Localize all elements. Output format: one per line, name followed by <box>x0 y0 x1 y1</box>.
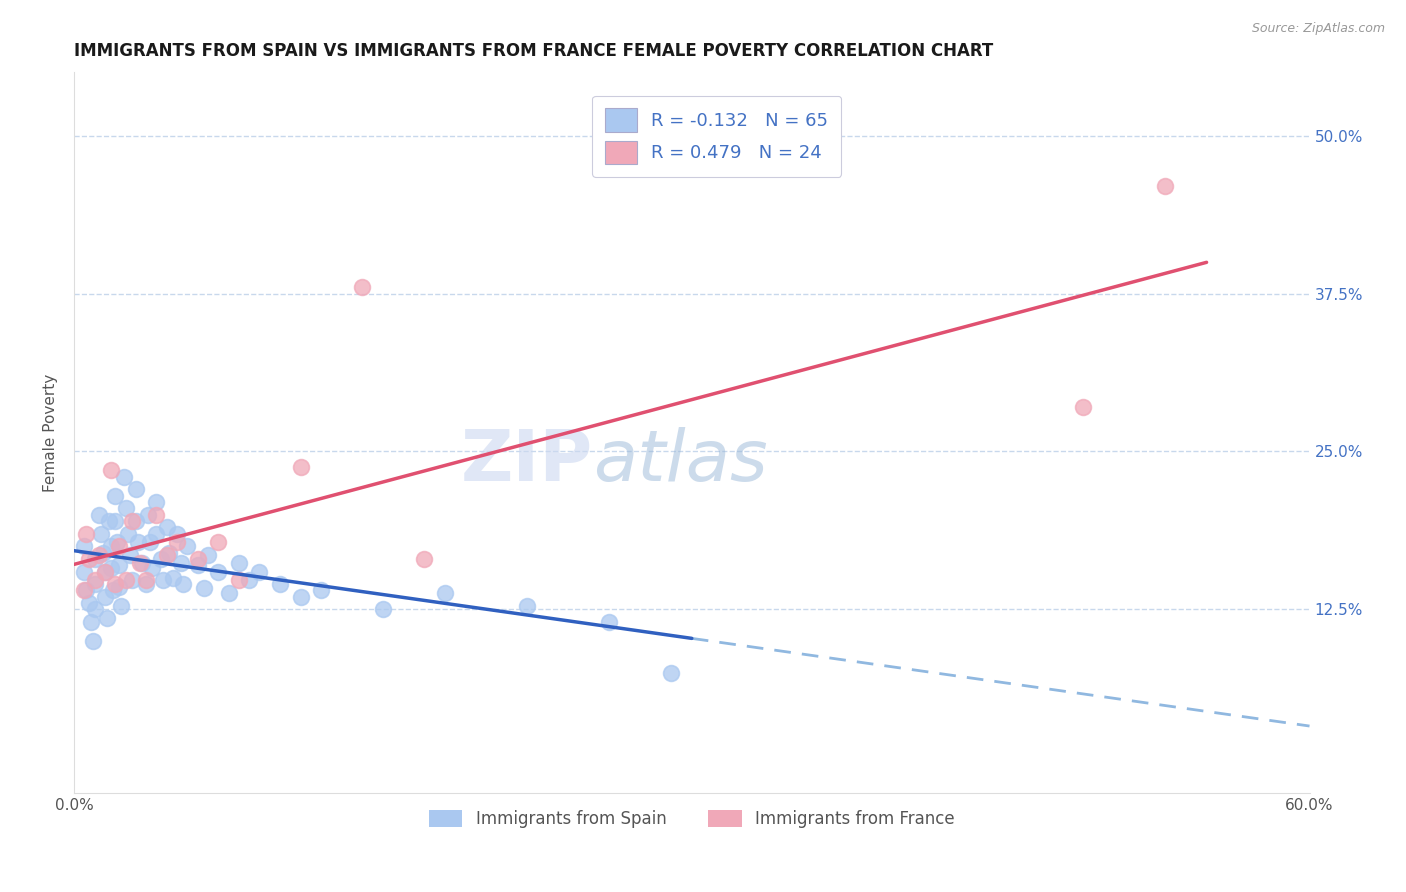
Point <box>103 583 125 598</box>
Point <box>79 615 101 629</box>
Point <box>94 565 117 579</box>
Point <box>94 590 117 604</box>
Point <box>187 558 209 573</box>
Point <box>83 552 105 566</box>
Point <box>100 463 122 477</box>
Point <box>83 574 105 588</box>
Point <box>166 526 188 541</box>
Point <box>77 552 100 566</box>
Point <box>135 574 157 588</box>
Point <box>152 574 174 588</box>
Point <box>121 574 143 588</box>
Point <box>117 526 139 541</box>
Legend: Immigrants from Spain, Immigrants from France: Immigrants from Spain, Immigrants from F… <box>422 803 962 835</box>
Point <box>96 611 118 625</box>
Text: atlas: atlas <box>593 427 768 496</box>
Point <box>433 586 456 600</box>
Point <box>73 565 96 579</box>
Point <box>114 501 136 516</box>
Point <box>82 634 104 648</box>
Point <box>87 548 110 562</box>
Point <box>228 556 250 570</box>
Point <box>1071 401 1094 415</box>
Point <box>125 514 148 528</box>
Point <box>94 565 117 579</box>
Y-axis label: Female Poverty: Female Poverty <box>44 374 58 491</box>
Point <box>290 459 312 474</box>
Point <box>187 552 209 566</box>
Point <box>90 526 112 541</box>
Point <box>166 535 188 549</box>
Point <box>73 539 96 553</box>
Point <box>218 586 240 600</box>
Point <box>131 556 153 570</box>
Point <box>290 590 312 604</box>
Point <box>197 548 219 562</box>
Point <box>145 526 167 541</box>
Point <box>176 539 198 553</box>
Point <box>156 548 179 562</box>
Point <box>125 483 148 497</box>
Point <box>193 581 215 595</box>
Point <box>110 599 132 613</box>
Point <box>141 560 163 574</box>
Point <box>149 552 172 566</box>
Point <box>172 577 194 591</box>
Point <box>104 514 127 528</box>
Point <box>170 556 193 570</box>
Point <box>598 615 620 629</box>
Point <box>156 520 179 534</box>
Text: ZIP: ZIP <box>461 427 593 496</box>
Point <box>91 545 114 559</box>
Point <box>104 489 127 503</box>
Point <box>238 574 260 588</box>
Point <box>413 552 436 566</box>
Point <box>129 556 152 570</box>
Point <box>112 469 135 483</box>
Point <box>108 580 131 594</box>
Text: Source: ZipAtlas.com: Source: ZipAtlas.com <box>1251 22 1385 36</box>
Point <box>269 577 291 591</box>
Point <box>100 560 122 574</box>
Point <box>127 535 149 549</box>
Point <box>100 539 122 553</box>
Point <box>659 665 682 680</box>
Point <box>371 602 394 616</box>
Point <box>75 583 97 598</box>
Text: IMMIGRANTS FROM SPAIN VS IMMIGRANTS FROM FRANCE FEMALE POVERTY CORRELATION CHART: IMMIGRANTS FROM SPAIN VS IMMIGRANTS FROM… <box>75 42 994 60</box>
Point <box>207 565 229 579</box>
Point <box>98 514 121 528</box>
Point <box>516 599 538 613</box>
Point <box>75 526 97 541</box>
Point <box>83 577 105 591</box>
Point <box>145 495 167 509</box>
Point <box>228 574 250 588</box>
Point <box>73 583 96 598</box>
Point <box>87 508 110 522</box>
Point <box>114 574 136 588</box>
Point <box>136 508 159 522</box>
Point <box>139 535 162 549</box>
Point <box>108 539 131 553</box>
Point <box>105 535 128 549</box>
Point <box>207 535 229 549</box>
Point <box>135 577 157 591</box>
Point <box>77 596 100 610</box>
Point <box>108 558 131 573</box>
Point <box>162 571 184 585</box>
Point <box>118 548 141 562</box>
Point <box>83 602 105 616</box>
Point <box>157 545 180 559</box>
Point <box>247 565 270 579</box>
Point <box>121 514 143 528</box>
Point <box>309 583 332 598</box>
Point <box>104 577 127 591</box>
Point <box>145 508 167 522</box>
Point <box>1154 179 1177 194</box>
Point <box>352 280 374 294</box>
